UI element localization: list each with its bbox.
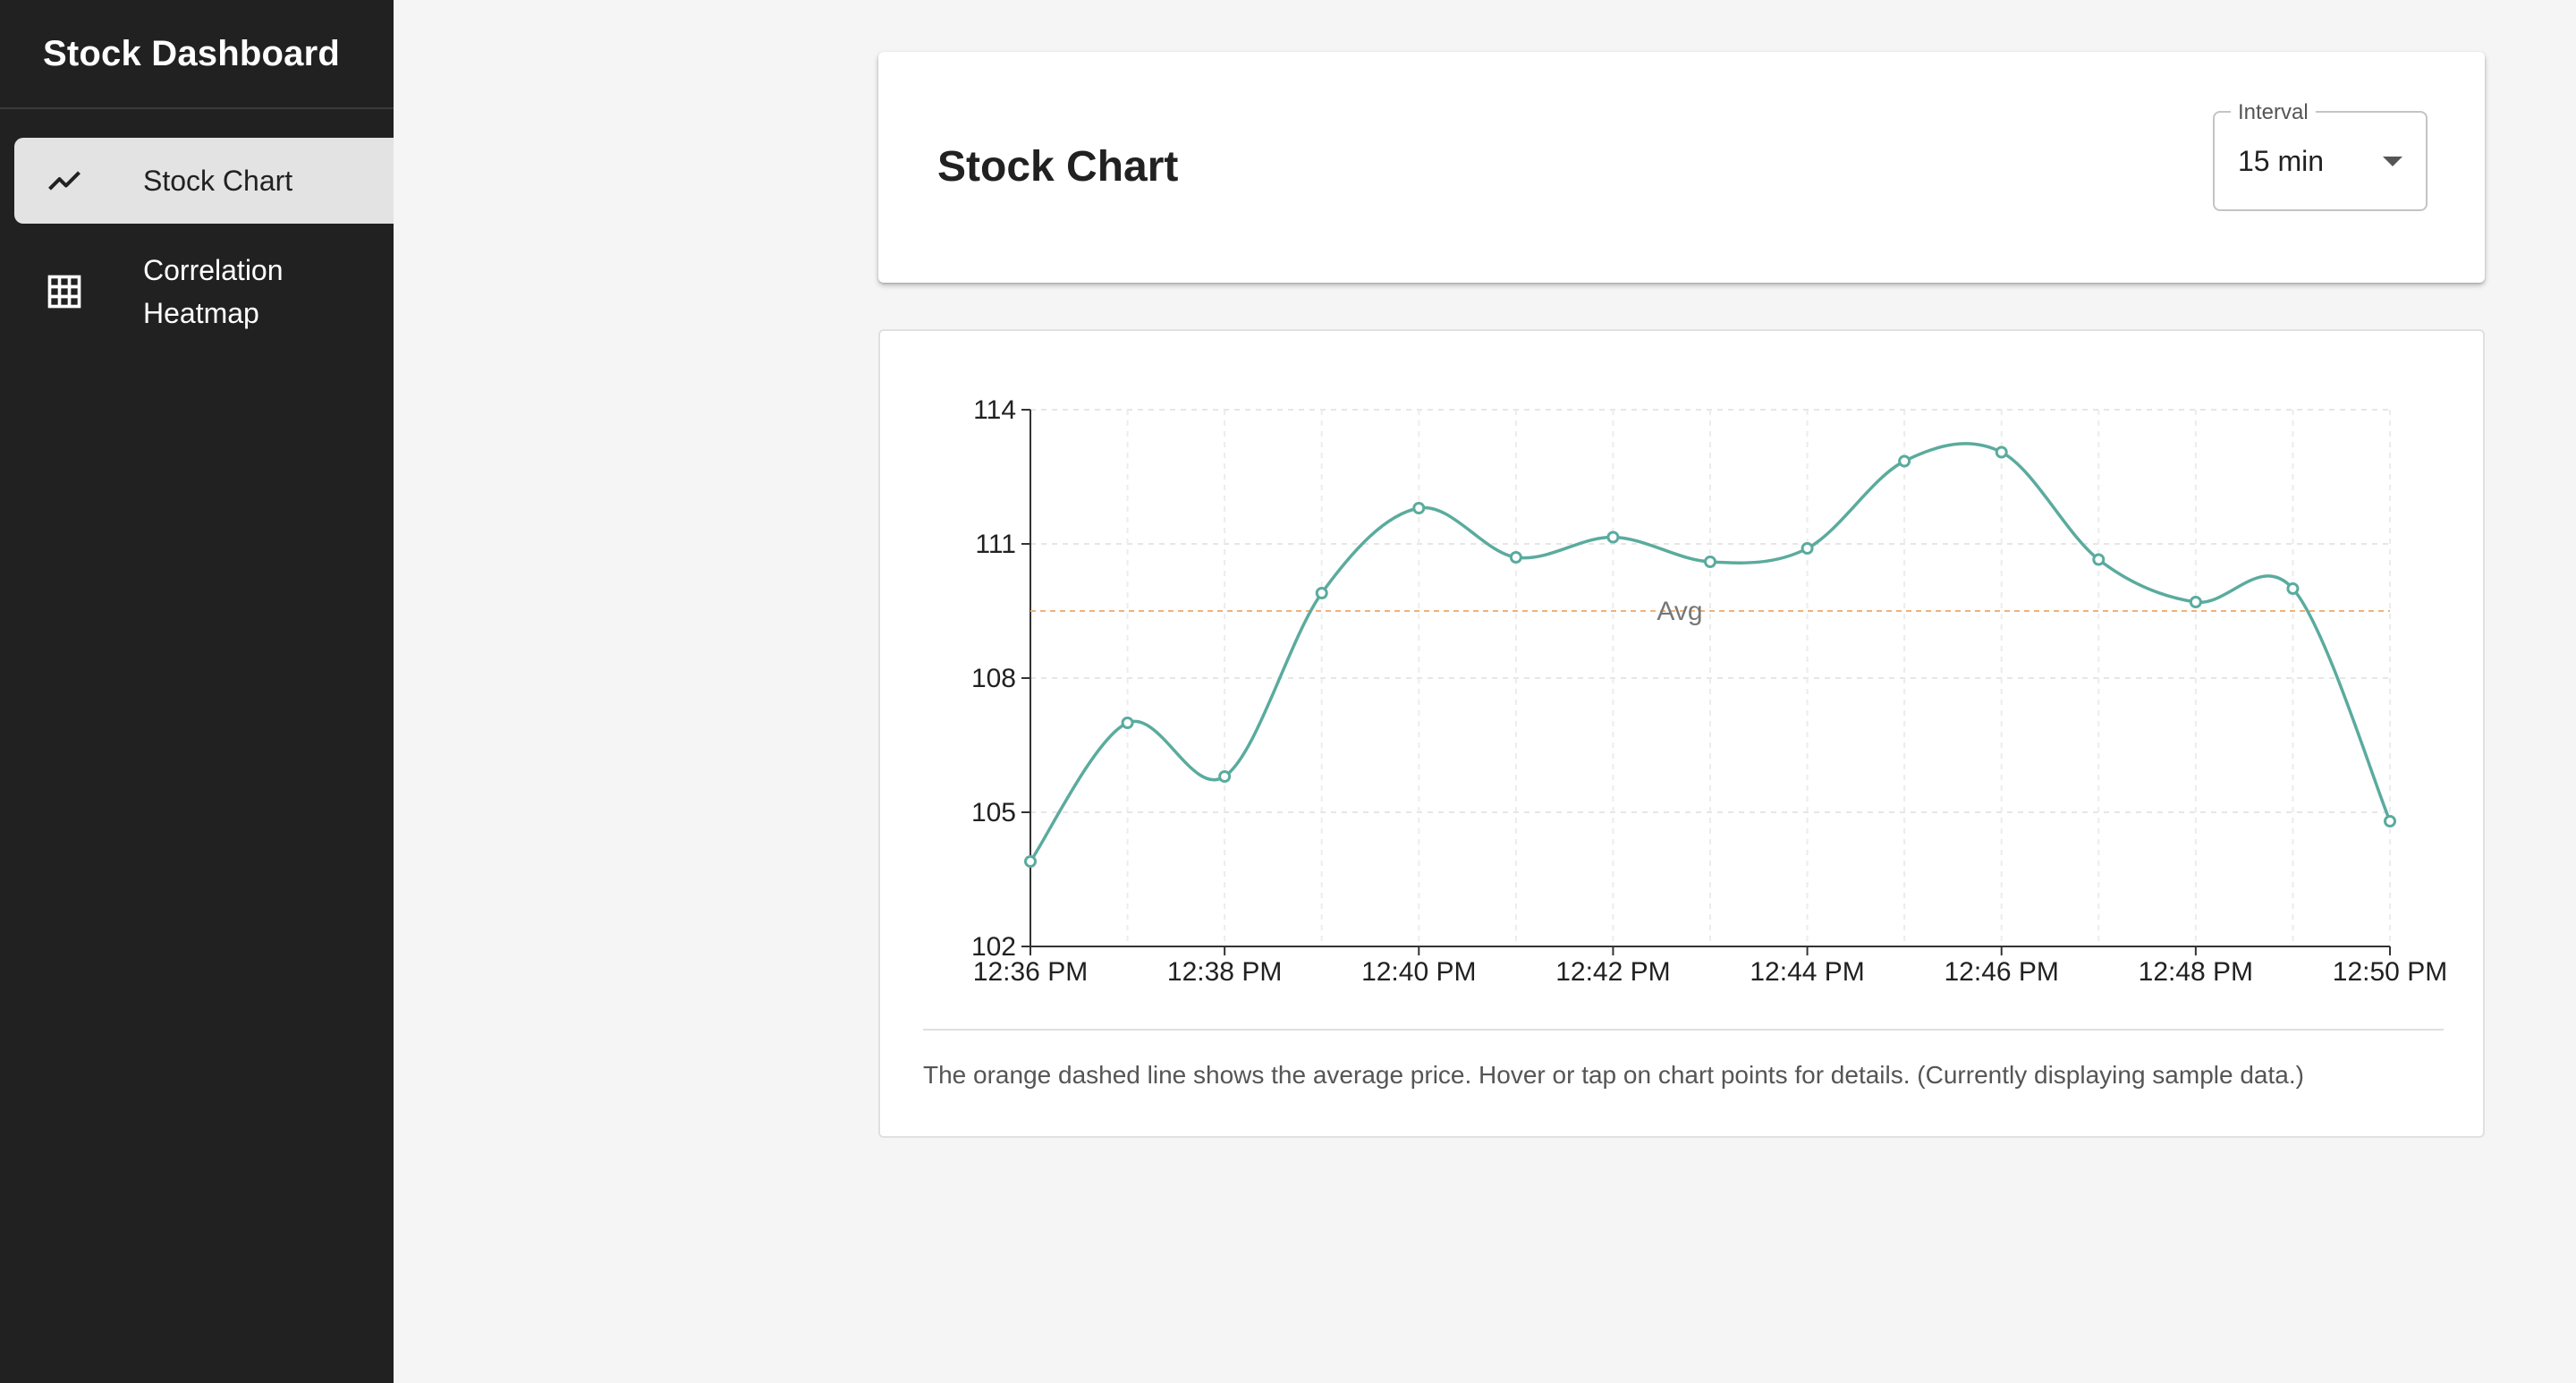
page-title: Stock Chart [937,143,1179,191]
data-point[interactable] [1801,542,1814,555]
data-point[interactable] [1704,556,1716,568]
y-tick-label: 111 [975,530,1016,559]
x-tick-label: 12:36 PM [973,957,1088,987]
interval-select[interactable]: Interval 15 min [2213,100,2428,211]
sidebar-item-stock-chart[interactable]: Stock Chart [14,138,394,224]
data-point[interactable] [1024,855,1037,868]
sidebar-item-label: Correlation Heatmap [143,254,284,329]
x-tick-label: 12:50 PM [2333,957,2447,987]
caret-down-icon [2383,156,2402,172]
data-point[interactable] [1995,445,2008,459]
data-point[interactable] [1315,587,1328,599]
price-line-chart: 102 105 108 111 114 12:36 PM 12:38 PM 12:40 PM 1… [971,395,2447,987]
data-point[interactable] [2092,553,2106,566]
data-point[interactable] [1121,717,1134,729]
data-point[interactable] [1898,454,1911,468]
chart-card: 102 105 108 111 114 12:36 PM 12:38 PM 12:40 PM 1… [878,329,2485,1138]
chart-caption: The orange dashed line shows the average… [923,1061,2304,1089]
x-tick-label: 12:44 PM [1750,957,1864,987]
y-tick-label: 105 [971,798,1016,827]
average-label: Avg [1657,597,1702,626]
app-title: Stock Dashboard [43,33,340,73]
y-tick-label: 114 [973,395,1016,425]
sidebar-header: Stock Dashboard [0,0,394,109]
header-card: Stock Chart Interval 15 min [878,52,2485,283]
x-tick-label: 12:46 PM [1945,957,2059,987]
grid-icon [38,265,91,318]
y-tick-label: 102 [971,932,1016,962]
x-tick-label: 12:48 PM [2139,957,2253,987]
sidebar-nav: Stock Chart Correlation Heatmap [0,109,394,345]
interval-label: Interval [2231,100,2316,125]
data-point[interactable] [2384,815,2396,827]
trending-line-icon [38,154,91,208]
sidebar-item-correlation-heatmap[interactable]: Correlation Heatmap [14,238,394,345]
y-tick-label: 108 [971,664,1016,693]
x-tick-label: 12:38 PM [1167,957,1282,987]
data-point[interactable] [2286,582,2300,595]
interval-value: 15 min [2238,145,2325,177]
sidebar: Stock Dashboard Stock Chart Correlation … [0,0,394,1383]
divider [923,1029,2444,1031]
x-tick-label: 12:40 PM [1361,957,1476,987]
sidebar-item-label: Stock Chart [143,165,293,197]
data-point[interactable] [1606,530,1620,544]
data-point[interactable] [1412,502,1426,514]
data-point[interactable] [2189,596,2202,608]
x-tick-label: 12:42 PM [1555,957,1670,987]
main-content: Stock Chart Interval 15 min 102 105 108 111… [394,0,2576,1383]
data-point[interactable] [1509,551,1522,564]
data-point[interactable] [1218,770,1232,783]
